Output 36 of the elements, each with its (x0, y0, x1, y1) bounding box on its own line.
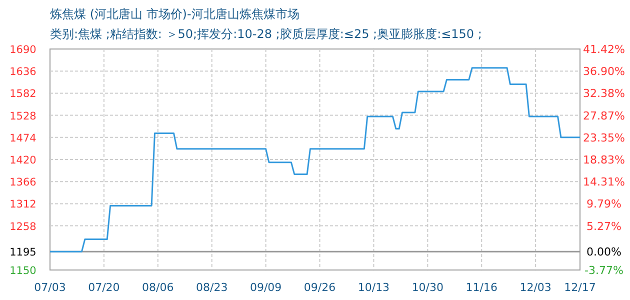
x-tick-label: 10/13 (358, 281, 390, 294)
x-tick-label: 08/06 (142, 281, 174, 294)
y-tick-label: 1420 (10, 154, 36, 166)
y2-tick-label: 36.90% (583, 65, 625, 78)
y-tick-label: 1690 (10, 44, 36, 56)
y2-tick-label: -3.77% (584, 264, 624, 277)
x-tick-label: 07/20 (88, 281, 120, 294)
y2-tick-label: 0.00% (586, 246, 622, 259)
x-tick-label: 07/03 (34, 281, 66, 294)
chart-title: 炼焦煤 (河北唐山 市场价)-河北唐山炼焦煤市场 (50, 7, 300, 21)
y2-tick-label: 5.27% (586, 220, 622, 233)
x-tick-label: 09/26 (304, 281, 336, 294)
y-tick-label: 1474 (10, 132, 37, 144)
y2-tick-label: 14.31% (583, 176, 625, 189)
y2-tick-label: 41.42% (583, 43, 625, 56)
x-tick-label: 12/17 (564, 281, 596, 294)
y-tick-label: 1636 (10, 66, 37, 78)
x-tick-label: 11/16 (466, 281, 498, 294)
y-tick-label: 1312 (10, 198, 36, 211)
x-tick-label: 09/09 (250, 281, 282, 294)
y-tick-label: 1528 (10, 110, 36, 122)
x-tick-label: 08/23 (196, 281, 228, 294)
y2-tick-label: 27.87% (583, 109, 625, 122)
y2-tick-label: 9.79% (586, 198, 622, 211)
y2-tick-label: 32.38% (583, 87, 625, 100)
chart-subtitle: 类别:焦煤 ;粘结指数: ＞50;挥发分:10-28 ;胶质层厚度:≤25 ;奥亚膨胀度:≤150 ; (50, 27, 482, 41)
y2-tick-label: 18.83% (583, 153, 625, 166)
x-tick-label: 12/03 (520, 281, 552, 294)
x-tick-label: 10/30 (412, 281, 444, 294)
y-tick-label: 1150 (10, 265, 36, 277)
y-tick-label: 1258 (10, 220, 36, 233)
y2-tick-label: 23.35% (583, 131, 625, 144)
line-series (49, 67, 581, 252)
y-tick-label: 1195 (10, 246, 36, 259)
y-tick-label: 1366 (10, 176, 37, 189)
y-tick-label: 1582 (10, 88, 36, 100)
